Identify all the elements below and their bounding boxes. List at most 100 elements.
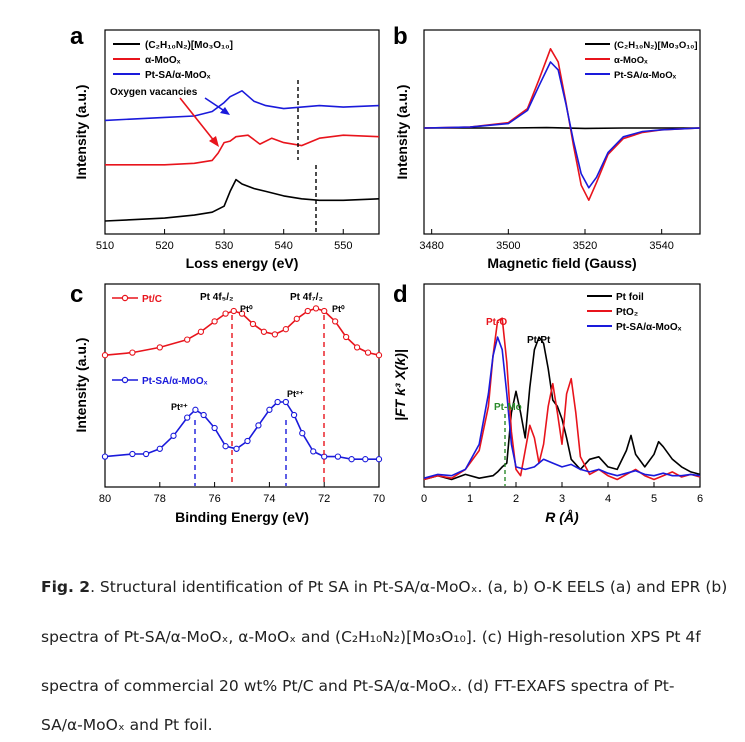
panel-c-tick-label: 80 <box>99 493 111 505</box>
panel-c-series-1-point <box>364 349 372 356</box>
panel-d-tick-label: 4 <box>605 493 611 505</box>
legend-b-item-3: Pt-SA/α-MoOₓ <box>614 70 677 81</box>
panel-c-series-1-line <box>104 307 380 356</box>
panel-c-series-1-point <box>332 318 339 325</box>
panel-c-series-1-point <box>260 328 268 335</box>
panel-b-series-1-line <box>424 126 700 130</box>
panel-a-tick-label: 540 <box>275 240 293 252</box>
panel-c-series-1-point <box>222 310 229 317</box>
panel-b-tick-label: 3540 <box>649 240 673 252</box>
panel-c-frame <box>104 283 380 488</box>
panel-c-series-1-point <box>156 344 163 351</box>
peak-label-pt2-a: Pt²⁺ <box>171 402 188 412</box>
panel-a-tick-label: 550 <box>334 240 352 252</box>
panel-a-series-3-line <box>104 90 380 122</box>
panel-c-series-2-point <box>375 456 383 463</box>
legend-c-item-2: Pt-SA/α-MoOₓ <box>142 376 208 387</box>
peak-label-pt4f52: Pt 4f₅/₂ <box>200 292 233 303</box>
legend-c-item-1: Pt/C <box>142 294 162 305</box>
panel-c-series-2-point <box>266 406 273 413</box>
panel-c-ylabel: Intensity (a.u.) <box>73 338 89 433</box>
panel-b-frame <box>423 29 701 235</box>
panel-b-letter: b <box>393 23 408 50</box>
panel-b: b Intensity (a.u.) Magnetic field (Gauss… <box>393 23 701 271</box>
panel-c-series-1-point <box>293 315 300 322</box>
panel-c-series <box>101 305 383 463</box>
legend-d-item-1: Pt foil <box>616 292 644 303</box>
peak-label-pt-pt: Pt-Pt <box>527 335 551 346</box>
panel-a-tick-label: 510 <box>96 240 114 252</box>
legend-d-item-2: PtO₂ <box>616 307 638 318</box>
panel-c-series-2-point <box>184 414 191 421</box>
panel-c-series-2-point <box>192 406 199 413</box>
panel-c-series-2-point <box>200 411 207 419</box>
panel-c-series-2-point <box>211 424 218 432</box>
panel-d-tick-label: 2 <box>513 493 519 505</box>
panel-c: c Intensity (a.u.) Binding Energy (eV) 8… <box>70 281 385 525</box>
panel-c-series-1-point <box>101 352 109 359</box>
panel-c-series-1-point <box>238 310 246 317</box>
panel-d-tick-label: 1 <box>467 493 473 505</box>
panel-c-series-2-point <box>129 450 136 458</box>
panel-a-series-2-line <box>105 134 380 166</box>
figure-panels: a Intensity (a.u.) Loss energy (eV) 510 5… <box>70 23 703 525</box>
panel-c-series-2-point <box>142 450 150 458</box>
panel-c-series-2-point <box>282 398 289 406</box>
legend-a-item-3: Pt-SA/α-MoOₓ <box>145 70 211 81</box>
panel-d-series-2-line <box>423 317 701 481</box>
panel-c-series-1-point <box>211 318 218 325</box>
panel-c-series-1-point <box>230 307 237 315</box>
caption-line-3: spectra of commercial 20 wt% Pt/C and Pt… <box>41 677 675 695</box>
panel-d-letter: d <box>393 281 408 308</box>
panel-a-legend: (C₂H₁₀N₂)[Mo₃O₁₀] α-MoOₓ Pt-SA/α-MoOₓ <box>113 40 233 81</box>
panel-c-series-1-point <box>282 326 289 333</box>
panel-c-series-2-point <box>334 453 342 460</box>
caption-line-4: SA/α-MoOₓ and Pt foil. <box>41 716 213 734</box>
panel-d-tick-label: 5 <box>651 493 657 505</box>
panel-c-series-2-point <box>274 398 281 406</box>
panel-c-series-2-point <box>101 453 109 460</box>
panel-d-tick-label: 3 <box>559 493 565 505</box>
panel-b-series-2-line <box>423 47 701 201</box>
panel-c-series-2-point <box>290 411 298 419</box>
panel-c-series-2-point <box>299 430 306 437</box>
panel-d-xlabel: R (Å) <box>545 509 579 525</box>
panel-c-series-2-point <box>348 456 355 463</box>
panel-a: a Intensity (a.u.) Loss energy (eV) 510 5… <box>70 23 380 271</box>
panel-a-xticks: 510 520 530 540 550 <box>96 229 352 252</box>
panel-c-xlabel: Binding Energy (eV) <box>175 509 309 525</box>
panel-b-legend: (C₂H₁₀N₂)[Mo₃O₁₀] α-MoOₓ Pt-SA/α-MoOₓ <box>585 40 698 81</box>
panel-c-letter: c <box>70 281 83 308</box>
panel-c-series-1-point <box>271 331 279 338</box>
panel-c-series-2-line <box>104 401 379 461</box>
panel-a-tick-label: 530 <box>215 240 233 252</box>
panel-c-series-1-point <box>312 305 320 312</box>
panel-d-tick-label: 6 <box>697 493 703 505</box>
caption-fig-label: Fig. 2 <box>41 578 91 596</box>
caption-line-2: spectra of Pt-SA/α-MoOₓ, α-MoOₓ and (C₂H… <box>41 628 701 646</box>
panel-a-frame <box>104 29 380 235</box>
panel-b-series-3-line <box>423 61 701 189</box>
legend-a-item-1: (C₂H₁₀N₂)[Mo₃O₁₀] <box>145 40 233 51</box>
panel-c-series-2-point <box>255 422 262 429</box>
panel-a-series <box>104 90 380 222</box>
panel-c-series-1-point <box>184 336 191 343</box>
panel-c-tick-label: 74 <box>263 493 275 505</box>
peak-label-pt2-b: Pt²⁺ <box>287 389 304 399</box>
panel-d-legend: Pt foil PtO₂ Pt-SA/α-MoOₓ <box>587 292 682 333</box>
peak-label-pt0-b: Pt⁰ <box>332 304 345 314</box>
legend-b-item-2: α-MoOₓ <box>614 55 648 66</box>
panel-a-arrows <box>179 97 230 147</box>
panel-c-series-1-point <box>375 352 383 359</box>
panel-c-tick-label: 72 <box>318 493 330 505</box>
panel-c-series-1-point <box>353 344 361 351</box>
panel-c-legend: Pt/C Pt-SA/α-MoOₓ <box>112 294 208 387</box>
panel-c-series-2-point <box>310 448 317 455</box>
panel-c-series-1-point <box>197 328 205 335</box>
panel-a-series-1-line <box>104 178 380 222</box>
panel-c-series-1-point <box>321 307 328 315</box>
panel-b-tick-label: 3480 <box>419 240 443 252</box>
panel-d-series-3-line <box>423 336 701 479</box>
panel-d-xticks: 0 1 2 3 4 5 6 <box>421 482 703 505</box>
peak-label-pt0-a: Pt⁰ <box>240 304 253 314</box>
